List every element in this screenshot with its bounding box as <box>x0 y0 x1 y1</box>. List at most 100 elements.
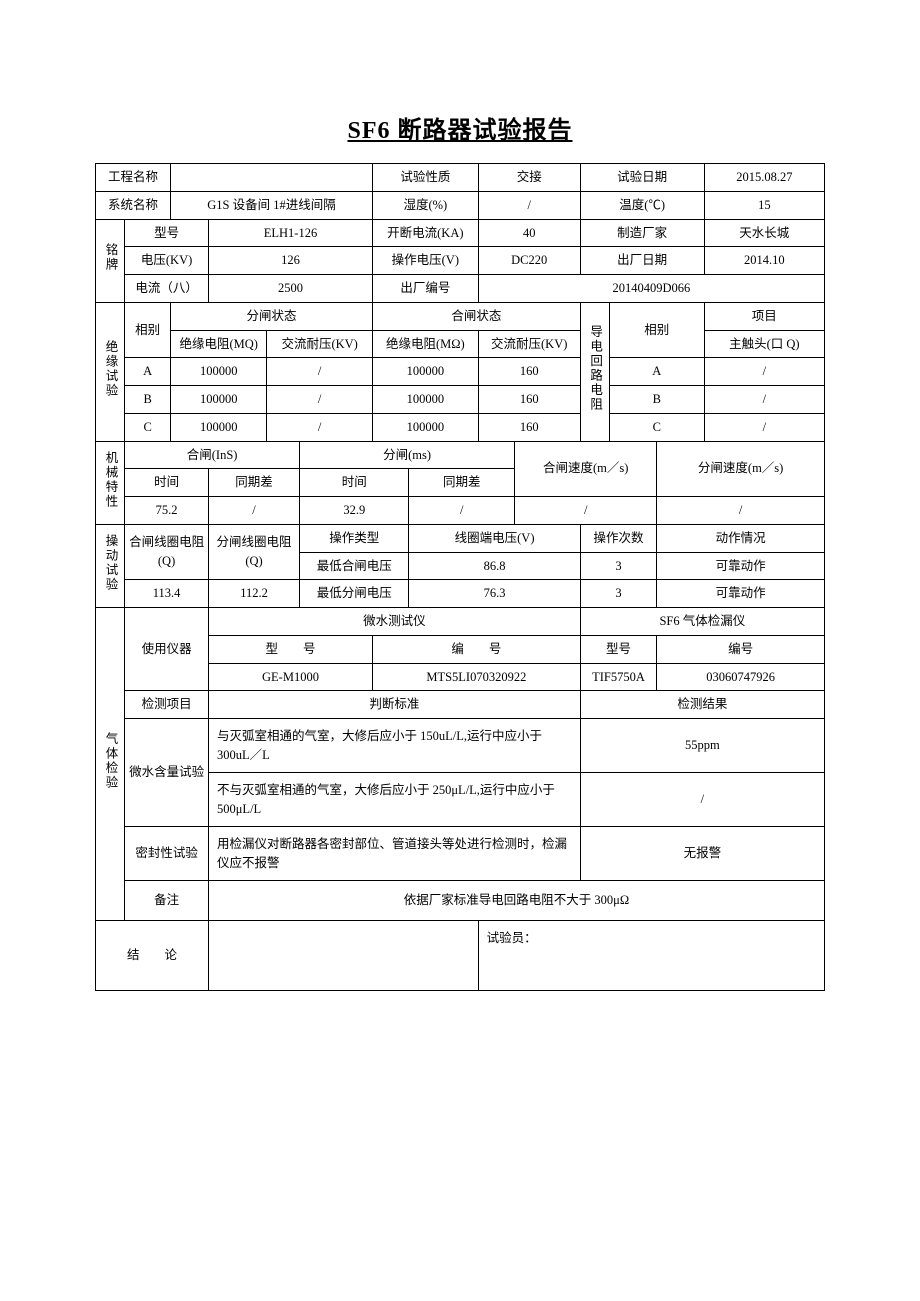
insulation-header-2: 绝缘电阻(MQ) 交流耐压(KV) 绝缘电阻(MΩ) 交流耐压(KV) 主触头(… <box>96 330 825 358</box>
close-label: 合闸(InS) <box>125 441 300 469</box>
mech-data: 75.2 / 32.9 / / / <box>96 497 825 525</box>
cell: 100000 <box>171 413 267 441</box>
instrument-label: 使用仪器 <box>125 608 209 691</box>
criteria-3: 用检漏仪对断路器各密封部位、管道接头等处进行检测时，检漏仪应不报警 <box>208 827 580 881</box>
close-speed-label: 合闸速度(m／s) <box>515 441 657 497</box>
ins-res: 绝缘电阻(MQ) <box>171 330 267 358</box>
cell: 75.2 <box>125 497 209 525</box>
current: 2500 <box>208 275 372 303</box>
cell: 160 <box>478 413 580 441</box>
ins-res-2: 绝缘电阻(MΩ) <box>372 330 478 358</box>
detect-item-label: 检测项目 <box>125 691 209 719</box>
cell: 可靠动作 <box>657 580 825 608</box>
cell: / <box>208 497 299 525</box>
insulation-header-1: 绝缘试验 相别 分闸状态 合闸状态 导电回路电阻 相别 项目 <box>96 302 825 330</box>
temperature-label: 温度(℃) <box>580 191 704 219</box>
main-contact: 主触头(口 Q) <box>704 330 824 358</box>
report-title: SF6 断路器试验报告 <box>95 110 825 145</box>
cell: 86.8 <box>409 552 580 580</box>
cell: A <box>609 358 704 386</box>
manufacturer-label: 制造厂家 <box>580 219 704 247</box>
cell: 100000 <box>372 386 478 414</box>
cell: 32.9 <box>300 497 409 525</box>
current-label: 电流（八） <box>125 275 209 303</box>
result-3: 无报警 <box>580 827 824 881</box>
coil-v-label: 线圈端电压(V) <box>409 524 580 552</box>
humidity-label: 湿度(%) <box>372 191 478 219</box>
model-label: 型 号 <box>208 635 372 663</box>
cell: MTS5LI070320922 <box>372 663 580 691</box>
criteria-2: 不与灭弧室相通的气室，大修后应小于 250μL/L,运行中应小于 500μL/L <box>208 773 580 827</box>
test-date-label: 试验日期 <box>580 164 704 192</box>
report-table: 工程名称 试验性质 交接 试验日期 2015.08.27 系统名称 G1S 设备… <box>95 163 825 991</box>
factory-date: 2014.10 <box>704 247 824 275</box>
cell: 160 <box>478 386 580 414</box>
cell: 最低分闸电压 <box>300 580 409 608</box>
cell: / <box>704 358 824 386</box>
criteria-1: 与灭弧室相通的气室，大修后应小于 150uL/L,运行中应小于 300uL／L <box>208 719 580 773</box>
cell: C <box>609 413 704 441</box>
serial-label: 出厂编号 <box>372 275 478 303</box>
header-row-2: 系统名称 G1S 设备间 1#进线间隔 湿度(%) / 温度(℃) 15 <box>96 191 825 219</box>
gas-seal: 密封性试验 用检漏仪对断路器各密封部位、管道接头等处进行检测时，检漏仪应不报警 … <box>96 827 825 881</box>
temperature: 15 <box>704 191 824 219</box>
system-name-label: 系统名称 <box>96 191 171 219</box>
sync-label: 同期差 <box>208 469 299 497</box>
gas-micro-1: 微水含量试验 与灭弧室相通的气室，大修后应小于 150uL/L,运行中应小于 3… <box>96 719 825 773</box>
time-label: 时间 <box>300 469 409 497</box>
test-nature: 交接 <box>478 164 580 192</box>
nameplate-row-3: 电流（八） 2500 出厂编号 20140409D066 <box>96 275 825 303</box>
conclusion <box>208 921 478 991</box>
cell: / <box>515 497 657 525</box>
cell: / <box>657 497 825 525</box>
insulation-row-c: C 100000 / 100000 160 C / <box>96 413 825 441</box>
cell: 76.3 <box>409 580 580 608</box>
conclusion-row: 结 论 试验员： <box>96 921 825 991</box>
cell: 3 <box>580 552 657 580</box>
break-current: 40 <box>478 219 580 247</box>
phase-label-2: 相别 <box>609 302 704 358</box>
cell: B <box>609 386 704 414</box>
tester-label: 试验员： <box>478 921 824 991</box>
test-nature-label: 试验性质 <box>372 164 478 192</box>
model-label-2: 型号 <box>580 635 657 663</box>
loop-res: 导电回路电阻 <box>580 302 609 441</box>
voltage-label: 电压(KV) <box>125 247 209 275</box>
cell: / <box>267 386 373 414</box>
cell: 3 <box>580 580 657 608</box>
system-name: G1S 设备间 1#进线间隔 <box>171 191 373 219</box>
model-label: 型号 <box>125 219 209 247</box>
action-label: 动作情况 <box>657 524 825 552</box>
mech-header-1: 机械特性 合闸(InS) 分闸(ms) 合闸速度(m／s) 分闸速度(m／s) <box>96 441 825 469</box>
cell: GE-M1000 <box>208 663 372 691</box>
insulation-row-b: B 100000 / 100000 160 B / <box>96 386 825 414</box>
cell: / <box>267 413 373 441</box>
conclusion-label: 结 论 <box>96 921 209 991</box>
cell: 03060747926 <box>657 663 825 691</box>
mech-section: 机械特性 <box>96 441 125 524</box>
op-voltage-label: 操作电压(V) <box>372 247 478 275</box>
opt-section: 操动试验 <box>96 524 125 607</box>
project-name <box>171 164 373 192</box>
cell: 100000 <box>171 386 267 414</box>
cell: / <box>409 497 515 525</box>
cell: 100000 <box>372 358 478 386</box>
cell: TIF5750A <box>580 663 657 691</box>
time-label: 时间 <box>125 469 209 497</box>
cell: 100000 <box>372 413 478 441</box>
cell: 最低合闸电压 <box>300 552 409 580</box>
ac-withstand-2: 交流耐压(KV) <box>478 330 580 358</box>
gas-subheader: 检测项目 判断标准 检测结果 <box>96 691 825 719</box>
opt-header: 操动试验 合闸线圈电阻(Q) 分闸线圈电阻(Q) 操作类型 线圈端电压(V) 操… <box>96 524 825 552</box>
cell: 113.4 <box>125 580 209 608</box>
cell: 160 <box>478 358 580 386</box>
micro-tester: 微水测试仪 <box>208 608 580 636</box>
factory-date-label: 出厂日期 <box>580 247 704 275</box>
opt-row-2: 113.4 112.2 最低分闸电压 76.3 3 可靠动作 <box>96 580 825 608</box>
cell: 112.2 <box>208 580 299 608</box>
remark-row: 备注 依据厂家标准导电回路电阻不大于 300μΩ <box>96 881 825 921</box>
header-row-1: 工程名称 试验性质 交接 试验日期 2015.08.27 <box>96 164 825 192</box>
gas-section: 气体检验 <box>96 608 125 921</box>
cell: 100000 <box>171 358 267 386</box>
serial: 20140409D066 <box>478 275 824 303</box>
